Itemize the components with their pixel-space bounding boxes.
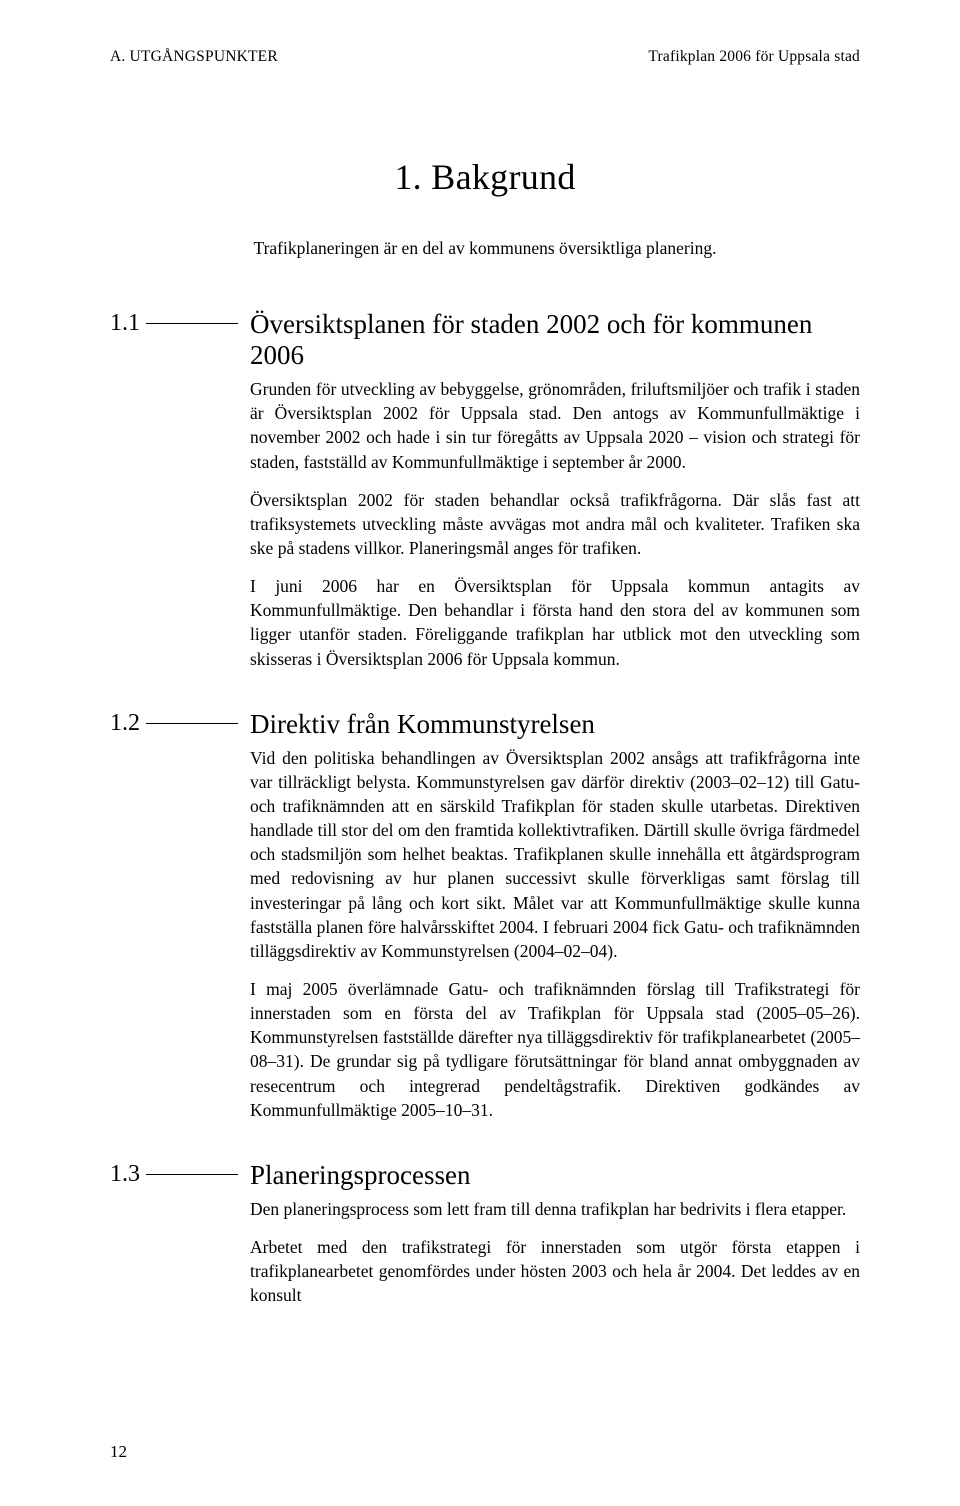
section-number-text: 1.2 [110,709,146,738]
header-right: Trafikplan 2006 för Uppsala stad [648,48,860,66]
section-number: 1.2 [110,709,250,738]
section-number-text: 1.1 [110,309,146,338]
running-header: A. UTGÅNGSPUNKTER Trafikplan 2006 för Up… [110,48,860,66]
header-left: A. UTGÅNGSPUNKTER [110,48,278,66]
section-heading: Direktiv från Kommunstyrelsen [250,709,860,740]
section-row: 1.2 Direktiv från Kommunstyrelsen Vid de… [110,709,860,1122]
paragraph: I maj 2005 överlämnade Gatu- och trafikn… [250,977,860,1122]
paragraph: Arbetet med den trafikstrategi för inner… [250,1235,860,1307]
paragraph: Översiktsplan 2002 för staden behandlar … [250,488,860,560]
paragraph: Den planeringsprocess som lett fram till… [250,1197,860,1221]
paragraph: I juni 2006 har en Översiktsplan för Upp… [250,574,860,671]
paragraph: Vid den politiska behandlingen av Översi… [250,746,860,963]
page-number: 12 [110,1442,127,1462]
section-number-rule [146,1174,238,1175]
document-page: A. UTGÅNGSPUNKTER Trafikplan 2006 för Up… [0,0,960,1506]
paragraph: Grunden för utveckling av bebyggelse, gr… [250,377,860,474]
section-body: Planeringsprocessen Den planeringsproces… [250,1160,860,1308]
section-number-rule [146,323,238,324]
section-number-rule [146,723,238,724]
section-1-2: 1.2 Direktiv från Kommunstyrelsen Vid de… [110,709,860,1122]
section-row: 1.3 Planeringsprocessen Den planeringspr… [110,1160,860,1308]
section-body: Översiktsplanen för staden 2002 och för … [250,309,860,671]
section-number: 1.1 [110,309,250,338]
chapter-intro: Trafikplaneringen är en del av kommunens… [110,238,860,259]
section-number: 1.3 [110,1160,250,1189]
chapter-title: 1. Bakgrund [110,156,860,198]
section-body: Direktiv från Kommunstyrelsen Vid den po… [250,709,860,1122]
section-row: 1.1 Översiktsplanen för staden 2002 och … [110,309,860,671]
section-1-3: 1.3 Planeringsprocessen Den planeringspr… [110,1160,860,1308]
section-heading: Planeringsprocessen [250,1160,860,1191]
section-1-1: 1.1 Översiktsplanen för staden 2002 och … [110,309,860,671]
section-number-text: 1.3 [110,1160,146,1189]
section-heading: Översiktsplanen för staden 2002 och för … [250,309,860,371]
